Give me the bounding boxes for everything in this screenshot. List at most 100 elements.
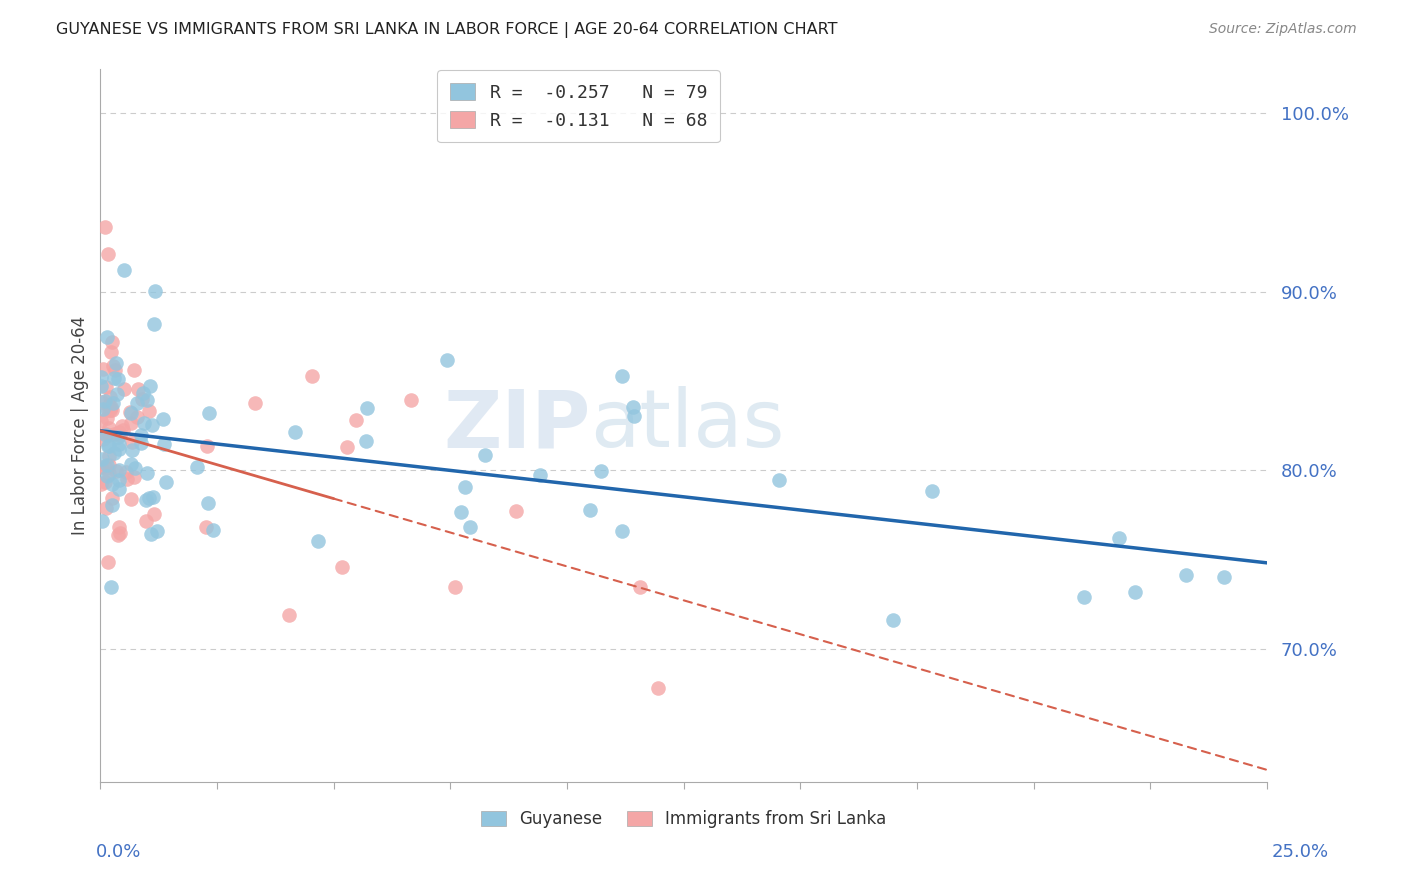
Point: [138, 491, 160, 505]
Point: [152, 412, 174, 426]
Point: [108, 425, 131, 439]
Point: [112, 424, 135, 438]
Point: [301, 369, 323, 384]
Point: [98, 449, 121, 463]
Point: [529, 467, 551, 482]
Point: [94, 220, 117, 235]
Point: [108, 463, 131, 477]
Point: [1108, 531, 1130, 545]
Text: GUYANESE VS IMMIGRANTS FROM SRI LANKA IN LABOR FORCE | AGE 20-64 CORRELATION CHA: GUYANESE VS IMMIGRANTS FROM SRI LANKA IN…: [56, 22, 838, 38]
Point: [129, 435, 152, 450]
Point: [136, 466, 159, 480]
Point: [458, 520, 481, 534]
Point: [135, 392, 157, 407]
Point: [96, 501, 118, 516]
Point: [356, 434, 378, 448]
Point: [101, 498, 124, 512]
Legend: Guyanese, Immigrants from Sri Lanka: Guyanese, Immigrants from Sri Lanka: [474, 804, 893, 835]
Point: [104, 356, 127, 370]
Point: [100, 580, 122, 594]
Point: [146, 524, 169, 539]
Point: [132, 385, 155, 400]
Point: [198, 405, 221, 419]
Point: [91, 432, 114, 446]
Text: atlas: atlas: [591, 386, 785, 465]
Point: [103, 446, 125, 460]
Point: [202, 523, 225, 537]
Point: [195, 439, 218, 453]
Point: [98, 398, 121, 412]
Point: [97, 403, 120, 417]
Point: [97, 439, 120, 453]
Point: [124, 469, 146, 483]
Point: [101, 334, 124, 349]
Text: ZIP: ZIP: [443, 386, 591, 465]
Point: [278, 607, 301, 622]
Point: [120, 416, 142, 430]
Point: [118, 405, 141, 419]
Point: [96, 411, 118, 425]
Point: [122, 363, 145, 377]
Point: [105, 464, 128, 478]
Point: [195, 520, 218, 534]
Text: Source: ZipAtlas.com: Source: ZipAtlas.com: [1209, 22, 1357, 37]
Point: [1073, 590, 1095, 604]
Point: [450, 504, 472, 518]
Point: [91, 514, 114, 528]
Point: [108, 437, 131, 451]
Point: [90, 476, 112, 491]
Point: [1212, 570, 1234, 584]
Point: [98, 428, 121, 442]
Point: [112, 262, 135, 277]
Point: [135, 492, 157, 507]
Point: [112, 383, 135, 397]
Point: [107, 372, 129, 386]
Point: [120, 491, 142, 506]
Point: [135, 514, 157, 528]
Point: [121, 442, 143, 457]
Point: [98, 420, 121, 434]
Point: [96, 426, 118, 441]
Point: [96, 468, 118, 483]
Point: [121, 435, 143, 450]
Point: [621, 401, 644, 415]
Point: [134, 416, 156, 430]
Point: [91, 394, 114, 409]
Point: [336, 440, 359, 454]
Point: [921, 483, 943, 498]
Point: [125, 410, 148, 425]
Text: 25.0%: 25.0%: [1271, 843, 1329, 861]
Point: [111, 419, 134, 434]
Point: [114, 465, 136, 479]
Point: [91, 362, 114, 376]
Point: [110, 427, 132, 442]
Point: [505, 504, 527, 518]
Point: [197, 496, 219, 510]
Point: [143, 285, 166, 299]
Point: [103, 371, 125, 385]
Point: [138, 404, 160, 418]
Point: [105, 387, 128, 401]
Point: [107, 520, 129, 534]
Point: [139, 379, 162, 393]
Point: [610, 369, 633, 384]
Point: [94, 475, 117, 489]
Point: [97, 555, 120, 569]
Point: [96, 330, 118, 344]
Point: [124, 461, 146, 475]
Point: [91, 401, 114, 416]
Point: [330, 560, 353, 574]
Point: [186, 460, 208, 475]
Point: [129, 428, 152, 442]
Point: [98, 467, 121, 482]
Point: [141, 418, 163, 433]
Point: [107, 527, 129, 541]
Point: [454, 480, 477, 494]
Point: [444, 580, 467, 594]
Point: [98, 390, 121, 404]
Point: [628, 580, 651, 594]
Point: [90, 370, 112, 384]
Y-axis label: In Labor Force | Age 20-64: In Labor Force | Age 20-64: [72, 316, 89, 535]
Point: [97, 458, 120, 472]
Point: [110, 526, 132, 541]
